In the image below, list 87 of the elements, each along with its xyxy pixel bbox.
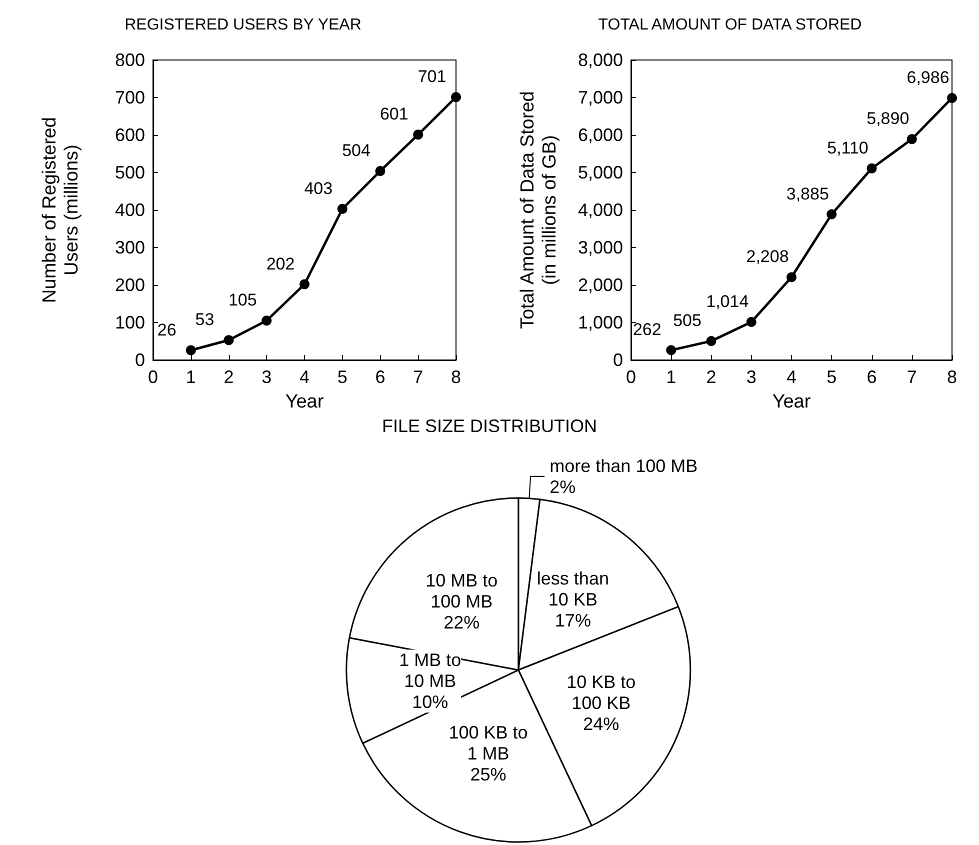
y-axis-title: Number of Registered Users (millions)	[40, 117, 82, 303]
y-tick-label: 600	[114, 125, 145, 145]
y-tick-label: 7,000	[578, 88, 623, 108]
point	[262, 316, 272, 326]
data-label: 25%	[470, 764, 506, 785]
data-label: 26	[157, 320, 176, 340]
x-tick-label: 5	[826, 367, 837, 387]
y-tick-label: 8,000	[578, 50, 623, 70]
y-tick-label: 1,000	[578, 312, 623, 332]
x-tick-label: 4	[786, 367, 797, 387]
chart-title: REGISTERED USERS BY YEAR	[124, 16, 362, 34]
slice-label: less than 10 KB	[536, 568, 609, 610]
data-label: 17%	[554, 610, 591, 631]
point	[706, 336, 716, 346]
slice-label: 10 MB to 100 MB	[426, 570, 498, 612]
y-axis-title: Total Amount of Data Stored (in millions of GB)	[518, 91, 560, 329]
x-tick-label: 8	[946, 367, 958, 387]
point	[866, 163, 877, 174]
x-tick-label: 7	[906, 367, 917, 387]
data-label: 262	[632, 320, 662, 340]
y-tick-label: 5,000	[578, 162, 623, 182]
data-label: 505	[673, 311, 702, 330]
point	[947, 93, 957, 104]
point	[186, 345, 196, 356]
point	[375, 166, 386, 176]
x-tick-label: 1	[666, 367, 676, 387]
data-label: 6,986	[906, 68, 950, 88]
data-label: 3,885	[786, 184, 829, 204]
x-tick-label: 1	[186, 367, 196, 387]
data-label: 24%	[583, 714, 620, 734]
data-label: 504	[342, 141, 370, 160]
point	[666, 345, 676, 356]
point	[451, 92, 461, 102]
point	[786, 272, 796, 282]
x-axis-title: Year	[285, 391, 324, 412]
y-tick-label: 200	[114, 275, 145, 295]
x-tick-label: 4	[299, 367, 310, 387]
slice-label: 100 KB to 1 MB	[448, 722, 528, 764]
data-label: 403	[304, 178, 333, 198]
point	[224, 335, 234, 346]
data-label: 22%	[444, 612, 480, 632]
y-tick-label: 500	[114, 162, 145, 182]
x-tick-label: 0	[148, 367, 158, 387]
x-tick-label: 3	[746, 367, 756, 387]
y-tick-label: 300	[114, 238, 145, 258]
point	[826, 209, 837, 220]
x-tick-label: 8	[450, 367, 462, 387]
slice-label: 1 MB to 10 MB	[399, 650, 462, 692]
slice-label: 10 KB to 100 KB	[566, 672, 636, 713]
y-tick-label: 0	[134, 350, 145, 370]
point	[300, 279, 310, 290]
data-label: 105	[228, 290, 257, 310]
x-tick-label: 6	[375, 367, 386, 387]
data-label: 2%	[550, 476, 576, 497]
point	[906, 134, 917, 144]
y-tick-label: 700	[114, 88, 145, 108]
x-tick-label: 2	[706, 367, 716, 387]
y-tick-label: 400	[114, 200, 145, 220]
point	[413, 130, 424, 140]
x-axis-title: Year	[772, 391, 812, 412]
x-tick-label: 3	[262, 367, 272, 387]
y-tick-label: 800	[114, 50, 145, 70]
data-label: 5,890	[866, 109, 910, 128]
y-tick-label: 4,000	[578, 200, 623, 220]
y-tick-label: 100	[114, 312, 145, 332]
data-label: 701	[418, 67, 446, 86]
point	[337, 204, 348, 214]
y-tick-label: 2,000	[578, 275, 623, 295]
chart-title: FILE SIZE DISTRIBUTION	[382, 416, 598, 436]
data-label: 53	[195, 310, 214, 330]
x-tick-label: 0	[626, 367, 636, 387]
x-tick-label: 2	[224, 367, 234, 387]
y-tick-label: 3,000	[578, 238, 623, 258]
data-label: 202	[266, 254, 295, 274]
x-tick-label: 5	[337, 367, 348, 387]
data-label: 1,014	[706, 292, 749, 311]
y-tick-label: 0	[612, 350, 623, 370]
data-label: 5,110	[827, 138, 868, 158]
x-tick-label: 6	[866, 367, 877, 387]
y-tick-label: 6,000	[578, 125, 623, 145]
chart-title: TOTAL AMOUNT OF DATA STORED	[598, 16, 862, 34]
point	[746, 316, 756, 327]
data-label: 2,208	[746, 247, 789, 266]
x-tick-label: 7	[413, 367, 424, 387]
data-label: 601	[380, 104, 408, 124]
data-label: 10%	[412, 692, 448, 712]
slice-label: more than 100 MB	[550, 456, 698, 476]
